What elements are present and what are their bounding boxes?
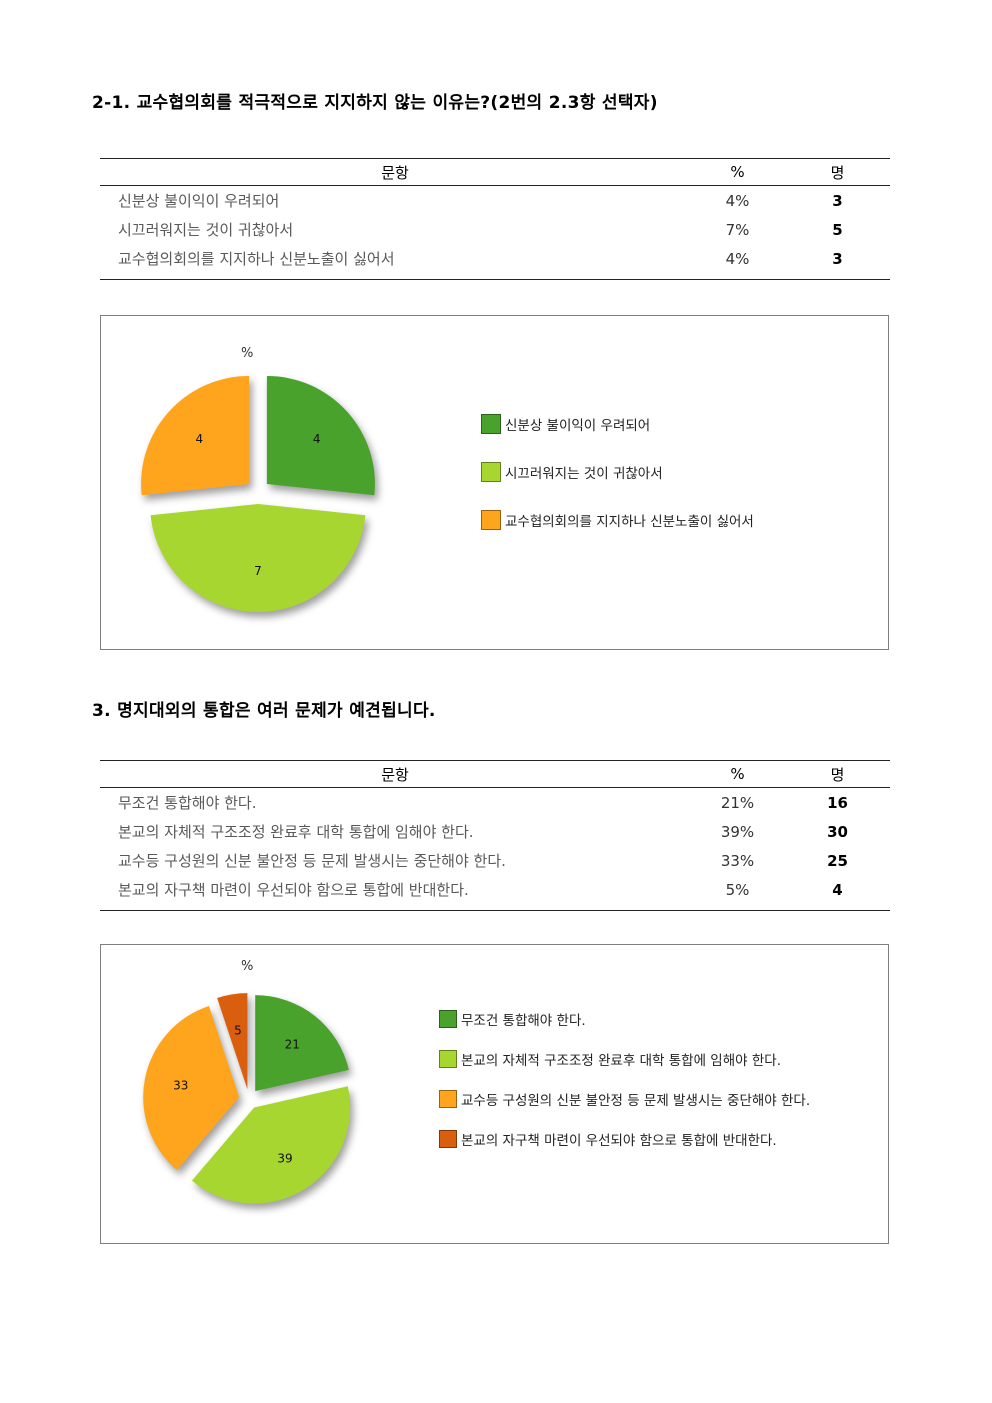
legend-label: 신분상 불이익이 우려되어 bbox=[505, 418, 651, 434]
legend-label: 교수등 구성원의 신분 불안정 등 문제 발생시는 중단해야 한다. bbox=[461, 1093, 811, 1109]
col-header-question: 문항 bbox=[381, 163, 409, 182]
row-count: 3 bbox=[832, 249, 843, 268]
row-count: 5 bbox=[832, 220, 843, 239]
section2-title: 3. 명지대외의 통합은 여러 문제가 예견됩니다. bbox=[92, 701, 436, 721]
legend-item: 본교의 자구책 마련이 우선되야 함으로 통합에 반대한다. bbox=[439, 1129, 810, 1149]
pie-slice bbox=[217, 993, 248, 1090]
pie-slice bbox=[266, 375, 375, 496]
pie-slice-value: 39 bbox=[277, 1151, 292, 1165]
legend-item: 시끄러워지는 것이 귀찮아서 bbox=[481, 462, 754, 482]
pie-slice-value: 21 bbox=[285, 1038, 300, 1052]
col-header-question: 문항 bbox=[381, 765, 409, 784]
row-count: 3 bbox=[832, 191, 843, 210]
pie-slice bbox=[143, 1005, 240, 1171]
table-row: 본교의 자체적 구조조정 완료후 대학 통합에 임해야 한다. 39% 30 bbox=[100, 817, 890, 846]
legend-label: 교수협의회의를 지지하나 신분노출이 싫어서 bbox=[505, 514, 754, 530]
legend-label: 시끄러워지는 것이 귀찮아서 bbox=[505, 466, 663, 482]
legend-item: 신분상 불이익이 우려되어 bbox=[481, 414, 754, 434]
section1-title: 2-1. 교수협의회를 적극적으로 지지하지 않는 이유는?(2번의 2.3항 … bbox=[92, 93, 658, 113]
row-label: 본교의 자구책 마련이 우선되야 함으로 통합에 반대한다. bbox=[118, 881, 469, 899]
table-row: 교수등 구성원의 신분 불안정 등 문제 발생시는 중단해야 한다. 33% 2… bbox=[100, 846, 890, 875]
row-percent: 21% bbox=[720, 793, 755, 812]
row-percent: 33% bbox=[720, 851, 755, 870]
row-label: 신분상 불이익이 우려되어 bbox=[118, 192, 280, 210]
legend-swatch-darkorange bbox=[439, 1130, 457, 1148]
chart-1-legend: 신분상 불이익이 우려되어 시끄러워지는 것이 귀찮아서 교수협의회의를 지지하… bbox=[481, 414, 754, 558]
col-header-count: 명 bbox=[830, 163, 845, 182]
table-row: 본교의 자구책 마련이 우선되야 함으로 통합에 반대한다. 5% 4 bbox=[100, 875, 890, 904]
table-row: 시끄러워지는 것이 귀찮아서 7% 5 bbox=[100, 215, 890, 244]
section2-table: 문항 % 명 무조건 통합해야 한다. 21% 16 본교의 자체적 구조조정 … bbox=[100, 760, 890, 911]
pie-slice-value: 7 bbox=[254, 564, 262, 578]
pie-slice-value: 4 bbox=[313, 432, 321, 446]
row-label: 본교의 자체적 구조조정 완료후 대학 통합에 임해야 한다. bbox=[118, 823, 474, 841]
pie-slice bbox=[255, 995, 349, 1092]
row-count: 16 bbox=[827, 793, 848, 812]
table-header-row: 문항 % 명 bbox=[100, 158, 890, 186]
pie-slice bbox=[150, 504, 366, 613]
row-percent: 7% bbox=[725, 220, 750, 239]
row-count: 4 bbox=[832, 880, 843, 899]
row-percent: 5% bbox=[725, 880, 750, 899]
legend-label: 본교의 자구책 마련이 우선되야 함으로 통합에 반대한다. bbox=[461, 1133, 777, 1149]
legend-item: 교수협의회의를 지지하나 신분노출이 싫어서 bbox=[481, 510, 754, 530]
legend-label: 무조건 통합해야 한다. bbox=[461, 1013, 586, 1029]
row-count: 25 bbox=[827, 851, 848, 870]
row-count: 30 bbox=[827, 822, 848, 841]
pie-slice-value: 33 bbox=[173, 1079, 188, 1093]
row-label: 무조건 통합해야 한다. bbox=[118, 794, 257, 812]
col-header-count: 명 bbox=[830, 765, 845, 784]
row-label: 교수등 구성원의 신분 불안정 등 문제 발생시는 중단해야 한다. bbox=[118, 852, 506, 870]
legend-item: 교수등 구성원의 신분 불안정 등 문제 발생시는 중단해야 한다. bbox=[439, 1089, 810, 1109]
legend-swatch-orange bbox=[481, 510, 501, 530]
legend-swatch-lightgreen bbox=[481, 462, 501, 482]
pie-slice bbox=[191, 1086, 351, 1204]
pie-slice-value: 5 bbox=[234, 1023, 242, 1037]
legend-item: 본교의 자체적 구조조정 완료후 대학 통합에 임해야 한다. bbox=[439, 1049, 810, 1069]
legend-swatch-lightgreen bbox=[439, 1050, 457, 1068]
pie-chart-2: 21 39 33 5 bbox=[143, 993, 351, 1204]
pie-slice-value: 4 bbox=[195, 432, 203, 446]
table-row: 신분상 불이익이 우려되어 4% 3 bbox=[100, 186, 890, 215]
legend-swatch-green bbox=[481, 414, 501, 434]
legend-item: 무조건 통합해야 한다. bbox=[439, 1009, 810, 1029]
row-label: 시끄러워지는 것이 귀찮아서 bbox=[118, 221, 294, 239]
legend-label: 본교의 자체적 구조조정 완료후 대학 통합에 임해야 한다. bbox=[461, 1053, 781, 1069]
chart-2-axis-label: % bbox=[241, 959, 254, 974]
table-row: 무조건 통합해야 한다. 21% 16 bbox=[100, 788, 890, 817]
chart-1-frame: % 4 7 4 신분상 불이익이 우려되어 시끄러워지는 것이 귀찮아서 교수협의회… bbox=[100, 315, 889, 650]
pie-slice bbox=[141, 375, 250, 496]
row-percent: 39% bbox=[720, 822, 755, 841]
chart-2-frame: % 21 39 33 5 무조건 통합해야 한다. 본교의 자체적 구조조정 완료후 … bbox=[100, 944, 889, 1244]
legend-swatch-orange bbox=[439, 1090, 457, 1108]
chart-1-axis-label: % bbox=[241, 346, 254, 361]
pie-chart-1: 4 7 4 bbox=[141, 375, 375, 613]
row-percent: 4% bbox=[725, 191, 750, 210]
table-row: 교수협의회의를 지지하나 신분노출이 싫어서 4% 3 bbox=[100, 244, 890, 273]
chart-2-legend: 무조건 통합해야 한다. 본교의 자체적 구조조정 완료후 대학 통합에 임해야… bbox=[439, 1009, 810, 1169]
col-header-percent: % bbox=[730, 163, 745, 181]
row-percent: 4% bbox=[725, 249, 750, 268]
section1-table: 문항 % 명 신분상 불이익이 우려되어 4% 3 시끄러워지는 것이 귀찮아서… bbox=[100, 158, 890, 280]
col-header-percent: % bbox=[730, 765, 745, 783]
table-header-row: 문항 % 명 bbox=[100, 760, 890, 788]
row-label: 교수협의회의를 지지하나 신분노출이 싫어서 bbox=[118, 250, 395, 268]
legend-swatch-green bbox=[439, 1010, 457, 1028]
